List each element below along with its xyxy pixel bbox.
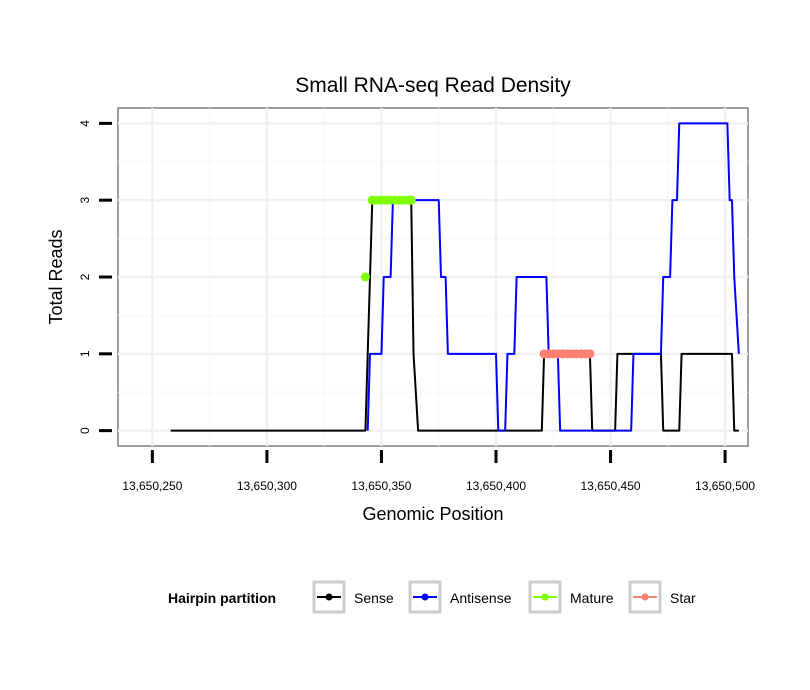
- legend-label-sense: Sense: [354, 590, 394, 606]
- legend-label-mature: Mature: [570, 590, 614, 606]
- legend-label-antisense: Antisense: [450, 590, 512, 606]
- legend-key-point-mature: [541, 593, 549, 601]
- mature-point: [406, 195, 416, 205]
- y-tick-label: 3: [78, 197, 92, 204]
- axis-layer: 13,650,250 13,650,300 13,650,350 13,650,400…: [78, 120, 755, 493]
- mature-point: [360, 272, 370, 282]
- x-tick-label: 13,650,250: [122, 479, 182, 493]
- chart-title: Small RNA-seq Read Density: [295, 74, 571, 97]
- y-tick-label: 2: [78, 273, 92, 280]
- legend-title: Hairpin partition: [168, 590, 276, 606]
- x-tick-label: 13,650,300: [237, 479, 297, 493]
- series-layer: [170, 122, 740, 432]
- x-tick-label: 13,650,450: [581, 479, 641, 493]
- legend: Hairpin partition Sense Antisense Mature St…: [168, 580, 696, 614]
- legend-item-mature: Mature: [528, 580, 614, 614]
- legend-key-point-antisense: [421, 593, 429, 601]
- y-tick-label: 4: [78, 120, 92, 127]
- star-point: [585, 349, 595, 359]
- x-tick-label: 13,650,350: [351, 479, 411, 493]
- legend-key-point-sense: [325, 593, 333, 601]
- y-tick-label: 1: [78, 350, 92, 357]
- x-axis-title: Genomic Position: [362, 504, 503, 524]
- x-tick-label: 13,650,400: [466, 479, 526, 493]
- y-tick-label: 0: [78, 427, 92, 434]
- legend-label-star: Star: [670, 590, 696, 606]
- y-axis-title: Total Reads: [46, 229, 66, 324]
- x-tick-label: 13,650,500: [695, 479, 755, 493]
- legend-item-antisense: Antisense: [408, 580, 512, 614]
- legend-key-point-star: [641, 593, 649, 601]
- legend-item-star: Star: [628, 580, 696, 614]
- legend-item-sense: Sense: [312, 580, 394, 614]
